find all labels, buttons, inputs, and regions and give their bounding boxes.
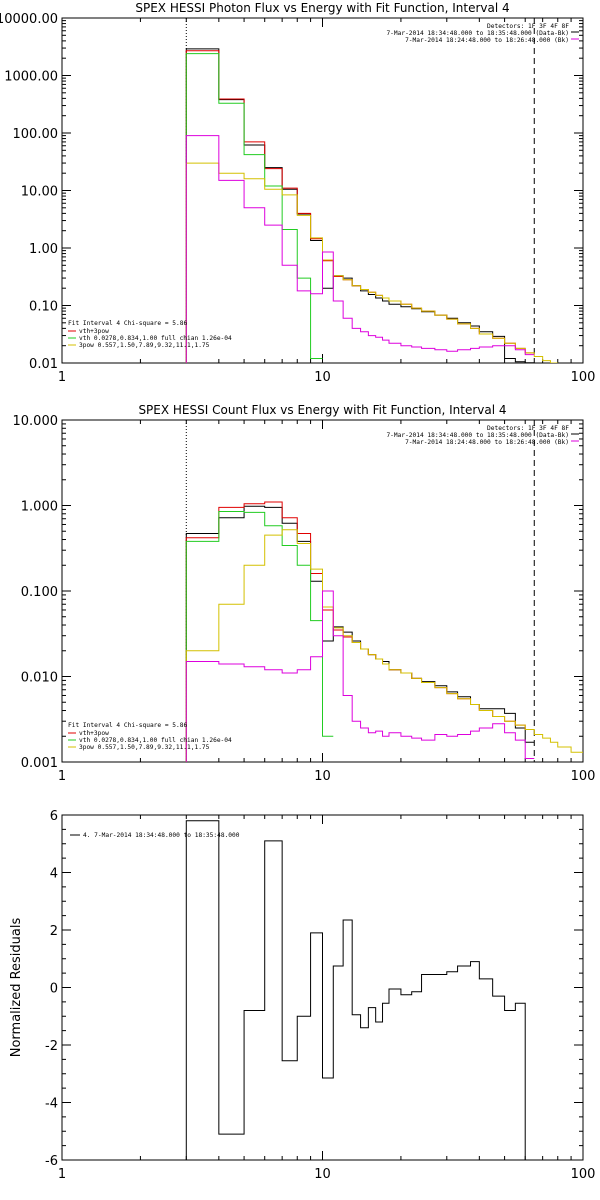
y-tick-label: 10000.00 xyxy=(0,12,58,27)
legend-entry: vth+3pow xyxy=(79,730,109,737)
header-line: 7-Mar-2014 18:34:48.000 to 18:35:48.000 … xyxy=(386,30,569,37)
y-tick-label: 0.10 xyxy=(29,300,58,315)
y-tick-label: -6 xyxy=(45,1154,58,1169)
series-data-bk-line xyxy=(185,48,535,363)
legend-entry: 3pow 0.557,1.50,7.89,9.32,11.1,1.75 xyxy=(79,342,210,349)
series-vth-3pow-line xyxy=(185,50,535,363)
y-tick-label: 0.01 xyxy=(29,357,58,372)
y-tick-label: 1.000 xyxy=(21,500,58,515)
chart-1-title: SPEX HESSI Count Flux vs Energy with Fit… xyxy=(138,403,506,417)
header-line: 7-Mar-2014 18:24:48.000 to 18:26:48.000 … xyxy=(405,37,569,44)
legend-entry: 4. 7-Mar-2014 18:34:48.000 to 18:35:48.0… xyxy=(83,832,240,839)
x-tick-label: 10 xyxy=(314,1167,331,1182)
y-axis-label: Normalized Residuals xyxy=(9,918,24,1058)
series-bk-line xyxy=(185,135,535,363)
series-vth-line xyxy=(185,511,334,762)
legend-entry: vth 0.0278,0.834,1.00 full chian 1.26e-0… xyxy=(79,737,232,744)
y-tick-label: 10.000 xyxy=(13,414,59,429)
x-tick-label: 100 xyxy=(571,370,596,385)
header-line: Detectors: 1F 3F 4F 8F xyxy=(487,425,569,432)
y-tick-label: 6 xyxy=(50,809,58,824)
legend-entry: vth+3pow xyxy=(79,328,109,335)
chart-2-plot-area xyxy=(185,820,535,1160)
header-line: Detectors: 1F 3F 4F 8F xyxy=(487,23,569,30)
legend-entry: 3pow 0.557,1.50,7.89,9.32,11.1,1.75 xyxy=(79,744,210,751)
y-tick-label: 0.100 xyxy=(21,585,58,600)
x-tick-label: 100 xyxy=(571,1167,596,1182)
y-tick-label: -4 xyxy=(45,1097,58,1112)
x-tick-label: 100 xyxy=(571,769,596,784)
series-3pow-line xyxy=(185,162,558,363)
y-tick-label: 0.001 xyxy=(21,756,58,771)
x-tick-label: 1 xyxy=(58,769,66,784)
header-line: 7-Mar-2014 18:24:48.000 to 18:26:48.000 … xyxy=(405,439,569,446)
x-tick-label: 10 xyxy=(314,370,331,385)
y-tick-label: -2 xyxy=(45,1039,58,1054)
y-tick-label: 2 xyxy=(50,924,58,939)
y-tick-label: 0 xyxy=(50,982,58,997)
y-tick-label: 1000.00 xyxy=(4,70,58,85)
y-tick-label: 0.010 xyxy=(21,671,58,686)
y-tick-label: 1.00 xyxy=(29,242,58,257)
y-tick-label: 10.00 xyxy=(21,185,58,200)
x-tick-label: 1 xyxy=(58,1167,66,1182)
series-3pow-line xyxy=(185,529,583,762)
fit-label: Fit Interval 4 Chi-square = 5.86 xyxy=(68,722,187,729)
header-line: 7-Mar-2014 18:34:48.000 to 18:35:48.000 … xyxy=(386,432,569,439)
legend-entry: vth 0.0278,0.834,1.00 full chian 1.26e-0… xyxy=(79,335,232,342)
y-tick-label: 4 xyxy=(50,867,58,882)
x-tick-label: 10 xyxy=(314,769,331,784)
series-residuals-line xyxy=(185,820,535,1160)
y-tick-label: 100.00 xyxy=(13,127,59,142)
series-bk-line xyxy=(185,590,535,762)
x-tick-label: 1 xyxy=(58,370,66,385)
chart-0-frame xyxy=(61,17,584,364)
series-vth-line xyxy=(185,53,323,363)
chart-1-plot-area xyxy=(185,501,583,762)
fit-label: Fit Interval 4 Chi-square = 5.86 xyxy=(68,320,187,327)
chart-0-plot-area xyxy=(185,48,558,363)
chart-0-title: SPEX HESSI Photon Flux vs Energy with Fi… xyxy=(135,1,509,15)
